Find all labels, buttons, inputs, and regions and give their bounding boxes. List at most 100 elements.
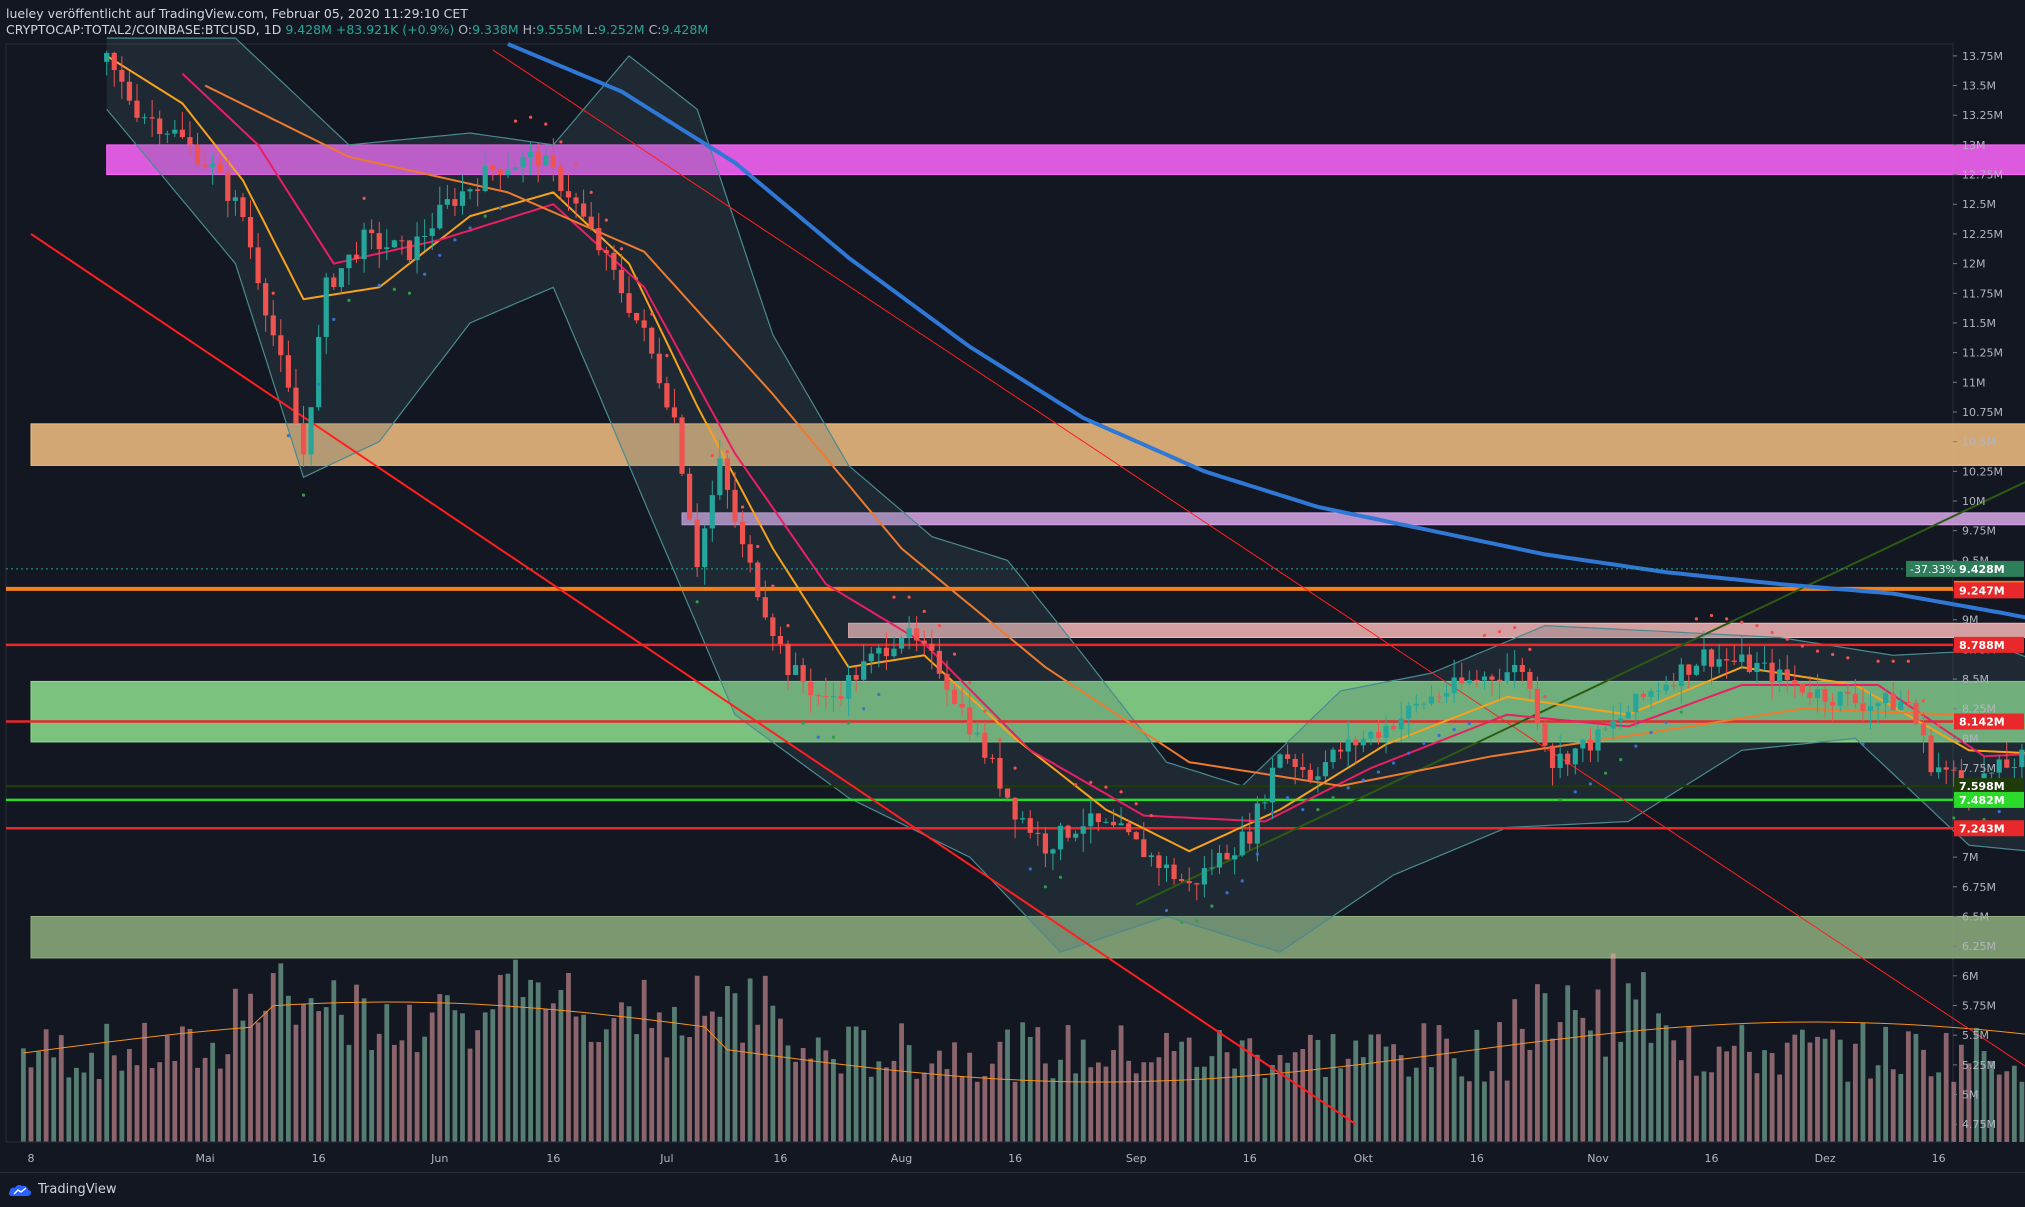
volume-bar bbox=[89, 1052, 94, 1142]
volume-bar bbox=[1330, 1034, 1336, 1142]
candle-body bbox=[1678, 664, 1684, 687]
candle-body bbox=[1898, 701, 1904, 711]
volume-bar bbox=[240, 1020, 246, 1142]
volume-bar bbox=[664, 1057, 670, 1142]
volume-bar bbox=[1376, 1034, 1381, 1142]
candle-body bbox=[1451, 677, 1457, 694]
price-labels: 9.26M8.788M8.142M7.598M7.482M7.243M9.428… bbox=[6, 560, 2024, 837]
volume-bar bbox=[1497, 1022, 1502, 1142]
level-label-bg bbox=[1954, 636, 2024, 653]
candle-body bbox=[1822, 689, 1828, 702]
x-axis: 8 Mai 16 Jun 16 Jul 16 Aug 16 Sep 16 Okt 16 Nov 16 Dez 1… bbox=[6, 1141, 1953, 1165]
candle-body bbox=[1088, 813, 1094, 827]
candle-body bbox=[543, 155, 549, 166]
x-tick-label: 8 bbox=[28, 1152, 35, 1165]
candle-body bbox=[210, 163, 216, 167]
candle-body bbox=[641, 320, 647, 328]
tradingview-brand[interactable]: TradingView bbox=[8, 1182, 117, 1197]
sar-dot bbox=[680, 422, 684, 426]
volume-bar bbox=[414, 1052, 420, 1142]
volume-bar bbox=[876, 1061, 882, 1142]
sar-dot bbox=[937, 624, 942, 628]
volume-bar bbox=[1974, 1027, 1979, 1142]
price-label: 9.428M bbox=[1959, 563, 2005, 576]
sar-dot bbox=[1891, 659, 1895, 663]
volume-bar bbox=[21, 1048, 26, 1142]
sar-dot bbox=[952, 652, 957, 656]
volume-bar bbox=[1860, 1022, 1866, 1142]
candle-body bbox=[1080, 826, 1086, 834]
candle-body bbox=[1042, 833, 1048, 854]
close-label: C: bbox=[648, 22, 662, 37]
volume-bar bbox=[2004, 1071, 2010, 1142]
candle-body bbox=[119, 69, 125, 82]
candle-body bbox=[414, 236, 420, 261]
level-label: 7.243M bbox=[1959, 822, 2005, 835]
volume-bar bbox=[1731, 1045, 1737, 1142]
volume-bar bbox=[399, 1040, 405, 1142]
volume-bar bbox=[1580, 1017, 1586, 1142]
candle-body bbox=[1686, 664, 1692, 675]
candle-body bbox=[1443, 693, 1450, 697]
candle-body bbox=[1428, 696, 1435, 704]
volume-bar bbox=[581, 1014, 587, 1142]
volume-bar bbox=[906, 1045, 912, 1142]
candle-body bbox=[929, 643, 935, 651]
sar-dot bbox=[1149, 813, 1153, 818]
candle-body bbox=[1936, 767, 1942, 773]
candle-body bbox=[225, 172, 231, 201]
sar-dot bbox=[438, 253, 442, 257]
candle-body bbox=[671, 407, 678, 418]
candle-body bbox=[1406, 705, 1412, 719]
volume-bar bbox=[1466, 1081, 1472, 1142]
volume-bar bbox=[1368, 1034, 1374, 1142]
volume-bar bbox=[1391, 1044, 1396, 1142]
sar-dot bbox=[1831, 652, 1835, 657]
x-tick-label: Sep bbox=[1126, 1152, 1147, 1165]
candle-body bbox=[1481, 676, 1488, 681]
candle-body bbox=[694, 519, 700, 568]
volume-bar bbox=[1239, 1040, 1245, 1142]
volume-bar bbox=[255, 1022, 261, 1142]
sar-dot bbox=[650, 312, 654, 316]
candle-body bbox=[717, 458, 723, 496]
candle-body bbox=[1640, 693, 1647, 697]
price-chart[interactable]: 13.75M 13.5M 13.25M 13M 12.75M 12.5M 12.25M 12M… bbox=[0, 0, 2025, 1172]
sar-dot bbox=[1906, 659, 1910, 663]
candle-body bbox=[384, 247, 390, 250]
volume-bar bbox=[528, 979, 534, 1142]
volume-bar bbox=[709, 1011, 715, 1142]
y-tick-label: 9.75M bbox=[1962, 525, 1996, 538]
sar-dot bbox=[1286, 796, 1290, 800]
sar-dot bbox=[1634, 744, 1638, 748]
volume-bar bbox=[1890, 1069, 1896, 1142]
sar-dot bbox=[392, 287, 396, 291]
volume-bar bbox=[467, 1048, 473, 1142]
sar-dot bbox=[1543, 695, 1547, 699]
volume-bar bbox=[278, 963, 284, 1142]
sar-dot bbox=[1361, 778, 1365, 782]
y-tick-label: 13M bbox=[1962, 139, 1986, 152]
candle-body bbox=[1875, 703, 1881, 707]
candle-body bbox=[1277, 754, 1283, 768]
volume-bar bbox=[119, 1070, 125, 1142]
open-value: 9.338M bbox=[472, 22, 519, 37]
candle-body bbox=[785, 643, 791, 676]
volume-bar bbox=[111, 1055, 117, 1142]
sar-dot bbox=[1376, 770, 1381, 774]
volume-bar bbox=[1042, 1063, 1048, 1142]
candle-body bbox=[634, 312, 640, 321]
sar-dot bbox=[1331, 796, 1335, 800]
sar-dot bbox=[1937, 723, 1941, 727]
high-label: H: bbox=[522, 22, 537, 37]
sar-dot bbox=[1437, 733, 1441, 738]
candle-body bbox=[422, 235, 428, 237]
volume-bar bbox=[301, 1004, 306, 1142]
volume-bar bbox=[81, 1072, 87, 1142]
candle-body bbox=[1239, 831, 1245, 856]
y-tick-label: 5M bbox=[1962, 1089, 1979, 1102]
volume-bar bbox=[1126, 1060, 1132, 1142]
y-tick-label: 10.5M bbox=[1962, 436, 1996, 449]
sar-dot bbox=[862, 707, 866, 711]
sar-dot bbox=[1346, 786, 1350, 790]
